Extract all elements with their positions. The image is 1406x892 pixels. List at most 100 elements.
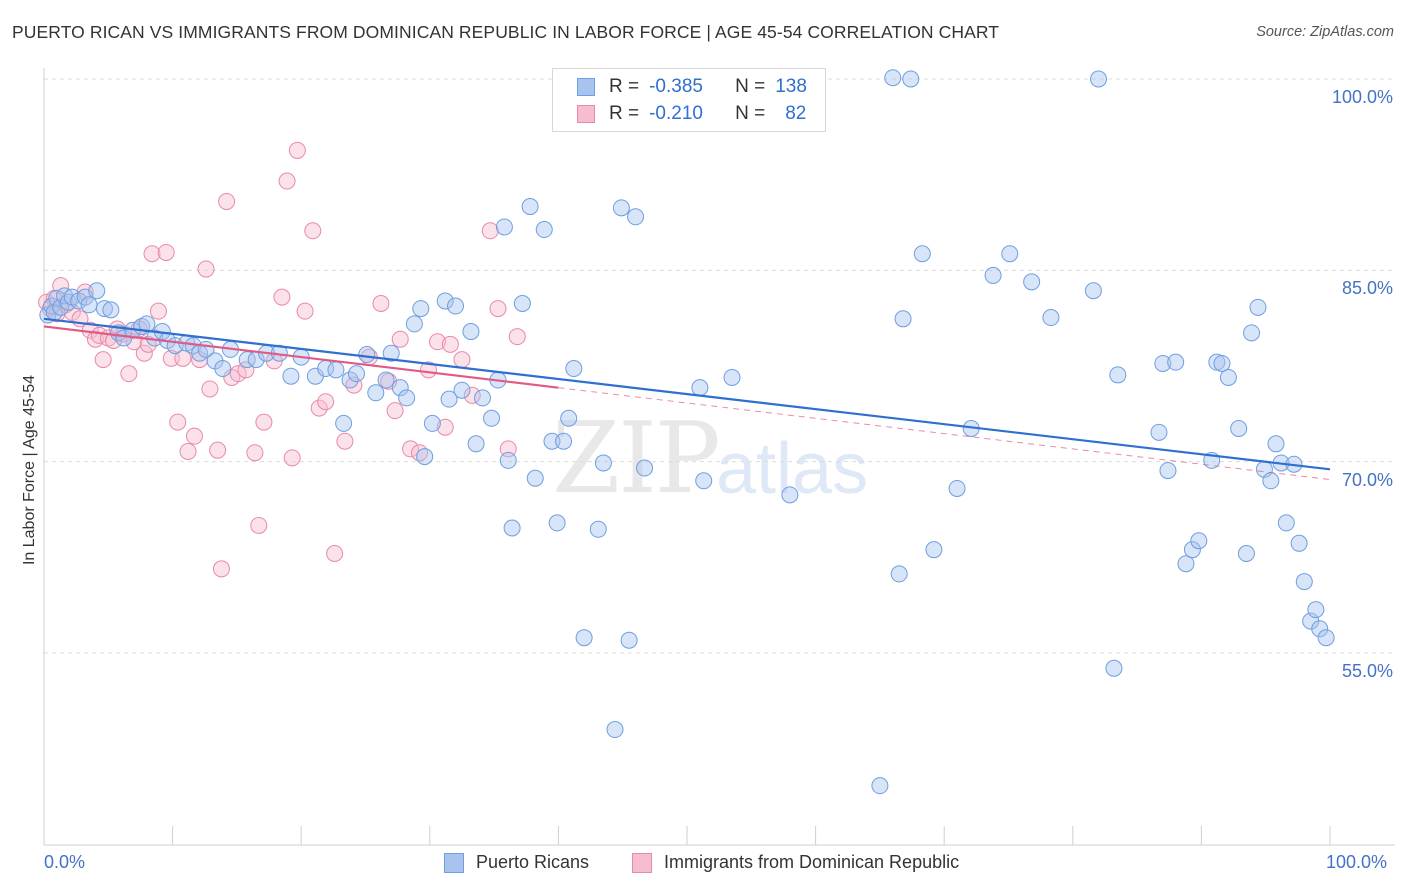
puerto-rican-point — [474, 389, 492, 407]
source-label: Source: ZipAtlas.com — [1256, 24, 1394, 40]
puerto-rican-point — [1311, 620, 1329, 638]
puerto-rican-point — [214, 360, 232, 378]
dominican-points — [38, 141, 526, 578]
watermark-zip: ZIP — [552, 402, 721, 516]
puerto-rican-point — [1001, 245, 1019, 263]
puerto-rican-point — [416, 448, 434, 466]
puerto-rican-point — [723, 368, 741, 386]
legend-r-label: R = — [609, 103, 640, 124]
puerto-rican-point — [1213, 354, 1231, 372]
puerto-rican-point — [282, 367, 300, 385]
puerto-rican-point — [612, 199, 630, 217]
puerto-rican-point — [1307, 601, 1325, 619]
dominican-point — [157, 243, 175, 261]
puerto-rican-point — [382, 344, 400, 362]
puerto-rican-point — [925, 541, 943, 559]
legend-r-label: R = — [609, 76, 640, 97]
puerto-rican-point — [1249, 298, 1267, 316]
dominican-point — [209, 441, 227, 459]
puerto-rican-point — [495, 218, 513, 236]
dominican-point — [310, 399, 328, 417]
puerto-rican-point — [367, 384, 385, 402]
puerto-rican-point — [543, 432, 561, 450]
puerto-rican-point — [499, 451, 517, 469]
puerto-rican-point — [1167, 353, 1185, 371]
y-tick-label: 100.0% — [1331, 87, 1393, 107]
puerto-rican-point — [1262, 472, 1280, 490]
puerto-rican-point — [535, 221, 553, 239]
puerto-rican-point — [781, 486, 799, 504]
puerto-rican-point — [589, 520, 607, 538]
legend-n-value: 82 — [785, 103, 807, 124]
puerto-rican-point — [1295, 573, 1313, 591]
puerto-rican-point — [1183, 541, 1201, 559]
puerto-rican-point — [1090, 70, 1108, 88]
puerto-rican-point — [565, 360, 583, 378]
dominican-point — [441, 335, 459, 353]
series-swatch-pink — [632, 852, 652, 873]
dominican-point — [436, 418, 454, 436]
dominican-point — [386, 402, 404, 420]
puerto-rican-point — [102, 301, 120, 319]
dominican-point — [288, 141, 306, 159]
puerto-rican-point — [377, 371, 395, 389]
legend-n-label: N = — [735, 76, 766, 97]
legend-row-dominican: R = -0.210 N = 82 — [577, 103, 806, 125]
puerto-rican-point — [95, 300, 113, 318]
puerto-rican-point — [1150, 423, 1168, 441]
puerto-rican-point — [948, 479, 966, 497]
dominican-point — [463, 386, 481, 404]
puerto-rican-point — [436, 292, 454, 310]
puerto-rican-point — [695, 472, 713, 490]
y-tick-label: 85.0% — [1341, 278, 1393, 299]
puerto-rican-point — [423, 414, 441, 432]
dominican-point — [336, 432, 354, 450]
legend-swatch-pink — [577, 105, 595, 123]
puerto-rican-point — [462, 323, 480, 341]
dominican-point — [326, 545, 344, 563]
puerto-rican-point — [341, 371, 359, 389]
puerto-rican-point — [88, 282, 106, 300]
puerto-rican-point — [1190, 532, 1208, 550]
puerto-rican-point — [560, 409, 578, 427]
puerto-rican-point — [548, 514, 566, 532]
puerto-rican-point — [405, 315, 423, 333]
puerto-rican-point — [555, 432, 573, 450]
puerto-rican-point — [347, 365, 365, 383]
dominican-point — [218, 192, 236, 210]
puerto-rican-point — [884, 69, 902, 87]
puerto-rican-point — [1105, 659, 1123, 677]
puerto-rican-point — [902, 70, 920, 88]
watermark-atlas: atlas — [716, 429, 869, 509]
puerto-rican-point — [412, 300, 430, 318]
puerto-rican-point — [1177, 555, 1195, 573]
puerto-rican-point — [398, 389, 416, 407]
dominican-point — [135, 344, 153, 362]
puerto-rican-point — [575, 629, 593, 647]
legend-n-label: N = — [735, 103, 766, 124]
puerto-rican-point — [1084, 282, 1102, 300]
puerto-rican-point — [1267, 435, 1285, 453]
dominican-point — [283, 449, 301, 467]
dominican-point — [197, 260, 215, 278]
series-legend-dominican: Immigrants from Dominican Republic — [632, 852, 959, 873]
puerto-rican-trend-line — [43, 317, 1331, 471]
puerto-rican-point — [871, 777, 889, 795]
puerto-rican-point — [358, 346, 376, 364]
dominican-point — [481, 222, 499, 240]
dominican-point — [372, 294, 390, 312]
series-legend-puerto-ricans: Puerto Ricans — [444, 852, 589, 873]
dominican-point — [255, 413, 273, 431]
y-tick-label: 55.0% — [1341, 661, 1393, 681]
dominican-point — [94, 351, 112, 369]
puerto-rican-point — [1277, 514, 1295, 532]
series-legend: Puerto Ricans Immigrants from Dominican … — [0, 852, 1406, 878]
dominican-point — [391, 330, 409, 348]
puerto-rican-point — [894, 310, 912, 328]
puerto-rican-point — [483, 409, 501, 427]
dominican-point — [429, 333, 447, 351]
dominican-point — [489, 300, 507, 318]
dominican-point — [250, 516, 268, 534]
dominican-point — [169, 413, 187, 431]
